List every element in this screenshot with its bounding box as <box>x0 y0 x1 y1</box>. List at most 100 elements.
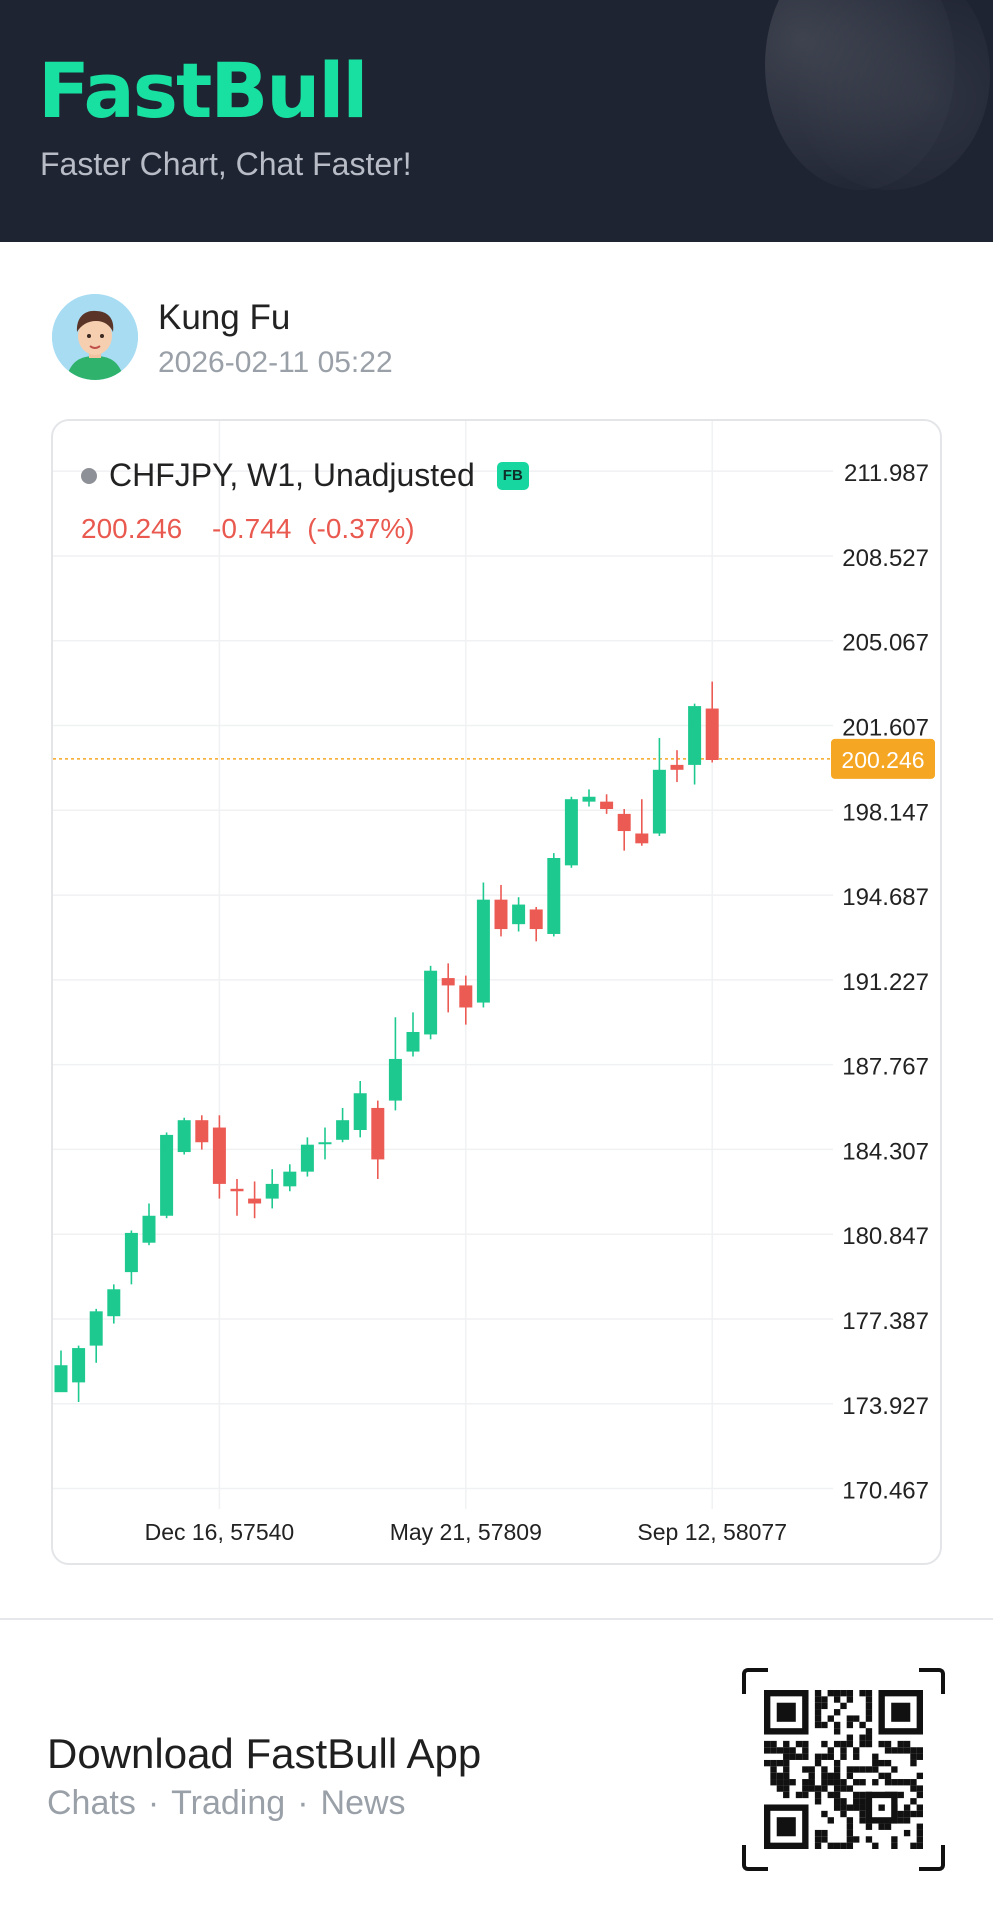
y-tick-label: 198.147 <box>842 799 929 826</box>
candle-body <box>688 706 702 765</box>
user-name[interactable]: Kung Fu <box>158 298 291 337</box>
candle-up <box>265 1169 279 1209</box>
candle-body <box>406 1031 420 1052</box>
brand-tagline: Faster Chart, Chat Faster! <box>40 146 412 182</box>
candle-up <box>424 965 438 1040</box>
qr-code-icon <box>764 1690 923 1849</box>
candle-down <box>441 963 455 1013</box>
candle-down <box>670 750 684 783</box>
candle-down <box>529 907 543 942</box>
candle-body <box>564 799 578 866</box>
candle-body <box>388 1058 402 1101</box>
candle-body <box>424 970 438 1035</box>
candle-down <box>617 809 631 851</box>
candle-body <box>265 1183 279 1199</box>
candle-body <box>230 1188 244 1192</box>
candle-down <box>705 681 719 763</box>
candle-up <box>564 796 578 868</box>
feature-trading: Trading <box>171 1784 286 1822</box>
candle-up <box>142 1203 156 1246</box>
candle-body <box>212 1127 226 1184</box>
x-tick-label: Dec 16, 57540 <box>145 1519 295 1545</box>
qr-corner <box>742 1668 768 1694</box>
candle-down <box>459 975 473 1025</box>
footer-divider <box>0 1618 993 1620</box>
candle-body <box>670 764 684 770</box>
candlestick-chart[interactable]: 211.987 208.527 205.067 201.607 198.147 194.6… <box>53 421 942 1565</box>
candle-body <box>459 985 473 1008</box>
feature-chats: Chats <box>47 1784 136 1822</box>
avatar-illustration <box>52 294 138 380</box>
candle-up <box>160 1132 174 1219</box>
candle-up <box>318 1127 332 1160</box>
candle-down <box>635 799 649 846</box>
candle-body <box>248 1198 262 1204</box>
price-tag-bg <box>831 738 935 779</box>
y-tick-label: 201.607 <box>842 715 929 742</box>
candle-down <box>195 1115 209 1150</box>
candle-body <box>600 801 614 809</box>
candle-body <box>160 1134 174 1216</box>
candle-body <box>512 904 526 925</box>
candle-body <box>617 813 631 832</box>
candle-body <box>54 1365 68 1393</box>
candle-down <box>494 884 508 937</box>
y-tick-label: 191.227 <box>842 969 929 996</box>
y-tick-label: 180.847 <box>842 1223 929 1250</box>
candle-body <box>124 1232 138 1273</box>
download-features: Chats · Trading · News <box>47 1784 406 1823</box>
candle-up <box>54 1350 68 1393</box>
candle-up <box>300 1137 314 1177</box>
candle-down <box>212 1115 226 1199</box>
candle-body <box>142 1215 156 1243</box>
y-tick-label: 173.927 <box>842 1393 929 1420</box>
candle-body <box>652 769 666 834</box>
candle-body <box>336 1120 350 1140</box>
x-tick-label: Sep 12, 58077 <box>637 1519 787 1545</box>
candle-body <box>441 978 455 986</box>
candle-up <box>89 1308 103 1363</box>
candle-up <box>688 703 702 785</box>
chart-card[interactable]: 211.987 208.527 205.067 201.607 198.147 194.6… <box>51 419 942 1565</box>
x-axis-ticks: Dec 16, 57540 May 21, 57809 Sep 12, 58077 <box>145 1519 787 1545</box>
candle-body <box>195 1120 209 1143</box>
candle-body <box>72 1348 86 1383</box>
separator: · <box>297 1784 309 1822</box>
candle-down <box>230 1179 244 1216</box>
candle-body <box>300 1144 314 1172</box>
candle-body <box>89 1311 103 1346</box>
banner-decoration-2 <box>790 0 990 190</box>
candle-up <box>72 1345 86 1402</box>
user-avatar[interactable] <box>52 294 138 380</box>
candles <box>54 681 719 1402</box>
download-title[interactable]: Download FastBull App <box>47 1730 482 1777</box>
candle-up <box>177 1117 191 1155</box>
candle-body <box>177 1120 191 1153</box>
series-dot-icon <box>81 467 97 484</box>
qr-corner <box>742 1845 768 1871</box>
candle-up <box>582 789 596 807</box>
candle-up <box>283 1164 297 1192</box>
y-tick-label: 205.067 <box>842 630 929 657</box>
quote-line: 200.246 -0.744 (-0.37%) <box>81 513 415 545</box>
y-tick-label: 211.987 <box>844 460 929 487</box>
candle-down <box>248 1181 262 1219</box>
price-tag-label: 200.246 <box>841 747 924 773</box>
candle-body <box>547 858 561 934</box>
current-price-tag: 200.246 <box>831 738 935 779</box>
candle-up <box>107 1284 121 1324</box>
symbol-label: CHFJPY, W1, Unadjusted <box>109 457 475 493</box>
y-tick-label: 177.387 <box>842 1308 929 1335</box>
last-price: 200.246 <box>81 513 183 544</box>
candle-up <box>476 882 490 1008</box>
fb-badge-icon: FB <box>496 461 529 490</box>
candle-up <box>512 897 526 932</box>
candle-up <box>336 1107 350 1143</box>
price-change-pct: (-0.37%) <box>307 513 415 544</box>
candle-up <box>652 737 666 836</box>
qr-code[interactable] <box>742 1668 945 1871</box>
qr-corner <box>919 1668 945 1694</box>
y-axis-ticks: 211.987 208.527 205.067 201.607 198.147 194.6… <box>842 460 929 1504</box>
candle-body <box>529 909 543 930</box>
candle-body <box>494 899 508 930</box>
